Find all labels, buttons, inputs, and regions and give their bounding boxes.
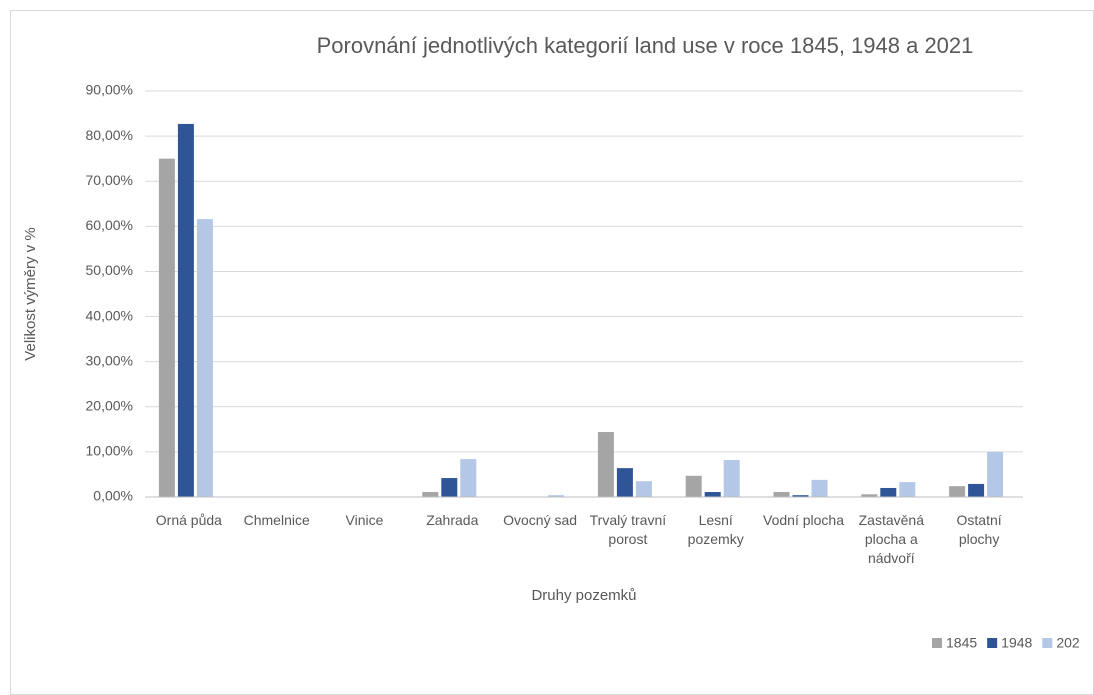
bar <box>987 451 1004 497</box>
x-tick-label: Chmelnice <box>243 512 310 528</box>
legend-label: 202 <box>1056 635 1080 651</box>
bar <box>949 486 966 497</box>
bar <box>704 492 721 497</box>
y-tick-label: 10,00% <box>86 443 133 459</box>
bar <box>968 483 985 497</box>
y-tick-label: 60,00% <box>86 217 133 233</box>
bar <box>422 492 439 497</box>
y-tick-label: 80,00% <box>86 127 133 143</box>
bar <box>597 432 614 497</box>
x-tick-label: Trvalý travní porost <box>589 512 667 547</box>
bar <box>880 487 897 497</box>
x-tick-label: Vodní plocha <box>763 512 844 528</box>
y-tick-label: 90,00% <box>86 82 133 98</box>
x-tick-label: Orná půda <box>155 512 222 528</box>
y-tick-label: 0,00% <box>93 488 133 504</box>
bar <box>441 478 458 497</box>
legend-swatch <box>932 638 942 648</box>
bar <box>158 158 175 497</box>
legend-label: 1845 <box>946 635 977 651</box>
y-axis-label: Velikost výměry v % <box>22 227 39 360</box>
x-tick-label: Vinice <box>345 512 384 528</box>
y-tick-label: 20,00% <box>86 397 133 413</box>
bar <box>811 479 828 497</box>
bar <box>861 494 878 497</box>
chart-title: Porovnání jednotlivých kategorií land us… <box>317 33 974 58</box>
x-axis-label: Druhy pozemků <box>531 587 636 604</box>
bar <box>196 219 213 498</box>
y-tick-label: 40,00% <box>86 307 133 323</box>
bar <box>723 460 740 497</box>
bar <box>616 468 633 497</box>
legend-label: 1948 <box>1001 635 1032 651</box>
legend-swatch <box>987 638 998 648</box>
bar <box>460 459 477 497</box>
x-tick-label: Ovocný sad <box>503 512 578 528</box>
bar <box>177 123 194 497</box>
x-tick-label: Lesní pozemky <box>687 512 744 547</box>
y-tick-label: 30,00% <box>86 352 133 368</box>
bar <box>773 492 790 497</box>
bar <box>792 495 809 497</box>
legend-swatch <box>1042 638 1053 648</box>
bar <box>899 482 916 497</box>
y-tick-label: 50,00% <box>86 262 133 278</box>
x-tick-label: Zastavěná plocha a nádvoří <box>858 512 924 566</box>
x-tick-label: Ostatní plochy <box>956 512 1002 547</box>
x-tick-label: Zahrada <box>426 512 479 528</box>
y-tick-label: 70,00% <box>86 172 133 188</box>
bar <box>635 481 652 497</box>
bar <box>548 495 565 497</box>
bar <box>685 475 702 497</box>
